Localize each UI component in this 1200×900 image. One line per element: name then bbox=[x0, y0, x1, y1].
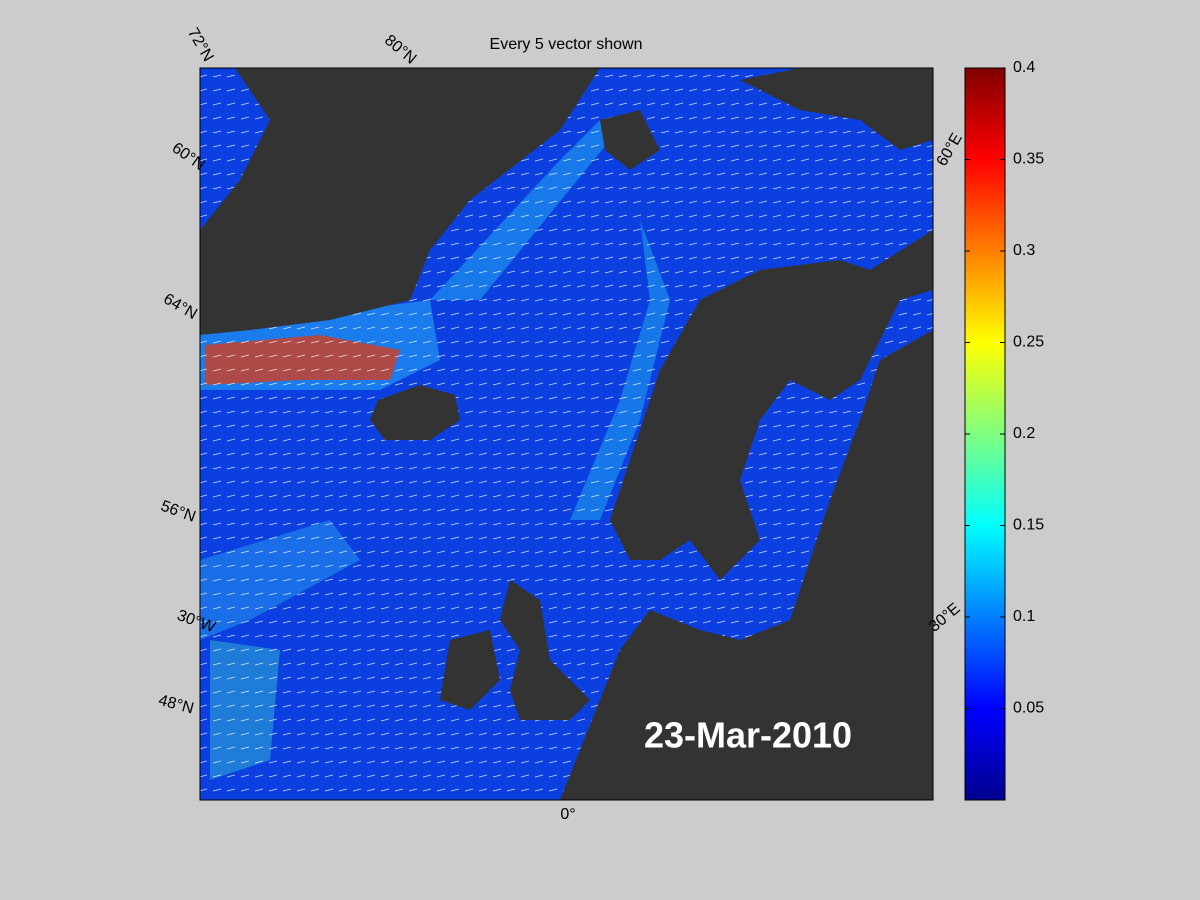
colorbar-tick-label: 0.3 bbox=[1013, 242, 1035, 259]
graticule-label: 0° bbox=[560, 806, 575, 823]
colorbar-tick-label: 0.2 bbox=[1013, 425, 1035, 442]
colorbar-tick-label: 0.05 bbox=[1013, 700, 1044, 717]
greenland bbox=[200, 68, 600, 335]
colorbar-tick-label: 0.4 bbox=[1013, 59, 1035, 76]
colorbar bbox=[964, 67, 1006, 801]
date-label: 23-Mar-2010 bbox=[644, 715, 852, 756]
island bbox=[600, 110, 660, 170]
title: Every 5 vector shown bbox=[490, 36, 643, 53]
britain bbox=[500, 580, 590, 720]
colorbar-tick-label: 0.25 bbox=[1013, 334, 1044, 351]
scandinavia bbox=[610, 230, 933, 580]
map-frame bbox=[199, 67, 934, 801]
iceland bbox=[370, 385, 460, 440]
colorbar-tick-label: 0.35 bbox=[1013, 151, 1044, 168]
map bbox=[200, 68, 933, 800]
colorbar-tick-label: 0.15 bbox=[1013, 517, 1044, 534]
europe bbox=[560, 330, 933, 800]
svalbard bbox=[740, 68, 933, 150]
colorbar-tick-label: 0.1 bbox=[1013, 608, 1035, 625]
ireland bbox=[440, 630, 500, 710]
